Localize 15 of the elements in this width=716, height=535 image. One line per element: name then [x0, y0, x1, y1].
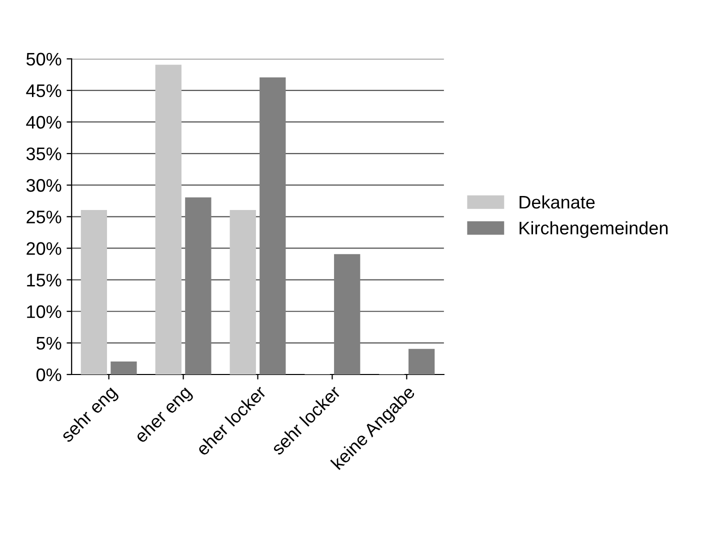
legend-label: Kirchengemeinden: [520, 221, 668, 238]
y-tick-label: 30%: [26, 179, 62, 192]
y-tick-label: 40%: [26, 116, 62, 129]
y-tick-label: 5%: [36, 336, 62, 350]
x-tick-label: sehr eng: [60, 385, 120, 446]
legend-label: Dekanate: [520, 195, 595, 209]
y-tick-label: 35%: [26, 147, 62, 160]
y-tick-label: 0%: [36, 368, 62, 382]
y-tick-label: 50%: [26, 52, 62, 66]
y-tick-label: 15%: [27, 274, 62, 287]
x-tick-label: eher eng: [133, 385, 194, 446]
y-tick-label: 25%: [26, 210, 62, 224]
y-tick-label: 20%: [26, 242, 62, 255]
y-tick-label: 45%: [26, 84, 62, 98]
y-tick-label: 10%: [27, 305, 62, 318]
